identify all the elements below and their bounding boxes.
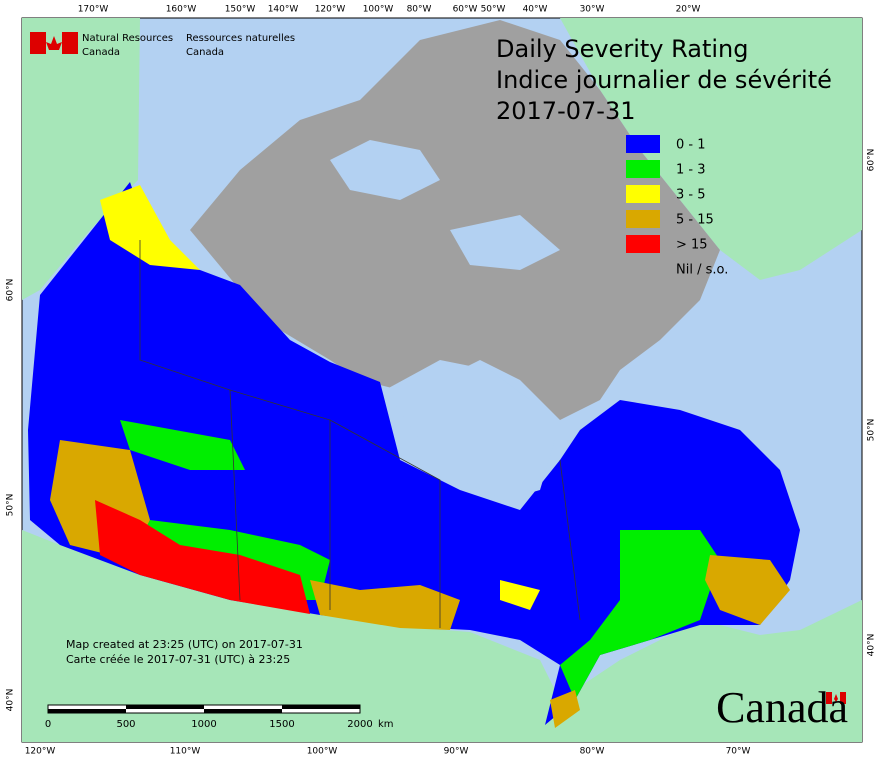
agency-fr: Canada — [186, 47, 224, 58]
scale-unit: km — [378, 719, 394, 730]
graticule-label: 60°N — [6, 279, 16, 302]
wordmark: Canada — [716, 683, 848, 732]
legend-swatch — [626, 160, 660, 178]
channel — [450, 215, 560, 270]
graticule-label: 60°N — [867, 149, 877, 172]
alaska — [22, 18, 140, 300]
legend-label: 3 - 5 — [676, 188, 706, 203]
greenland — [560, 18, 862, 280]
agency-en: Natural Resources — [82, 33, 173, 44]
map-title: Indice journalier de sévérité — [496, 66, 832, 94]
arctic-nodata — [190, 20, 720, 420]
severity-patch — [120, 420, 245, 470]
scale-bar-segment — [126, 705, 204, 709]
legend-label: 1 - 3 — [676, 163, 706, 178]
severity-patch — [100, 185, 200, 270]
legend-swatch — [626, 235, 660, 253]
legend-swatch — [626, 185, 660, 203]
flag-bar — [30, 32, 46, 54]
scale-bar-segment — [48, 709, 126, 713]
graticule-label: 100°W — [307, 747, 338, 757]
map-title: Daily Severity Rating — [496, 35, 748, 63]
graticule-label: 100°W — [363, 5, 394, 15]
scale-label: 2000 — [347, 719, 372, 730]
graticule-label: 40°W — [523, 5, 548, 15]
agency-fr: Ressources naturelles — [186, 33, 295, 44]
graticule-label: 150°W — [225, 5, 256, 15]
graticule-label: 70°W — [726, 747, 751, 757]
footnote: Carte créée le 2017-07-31 (UTC) à 23:25 — [66, 653, 290, 666]
footnote: Map created at 23:25 (UTC) on 2017-07-31 — [66, 638, 303, 651]
scale-label: 0 — [45, 719, 51, 730]
legend-label: Nil / s.o. — [676, 263, 728, 278]
graticule-label: 30°W — [580, 5, 605, 15]
legend-swatch — [626, 210, 660, 228]
graticule-label: 50°W — [481, 5, 506, 15]
graticule-label: 50°N — [6, 494, 16, 517]
legend-label: 5 - 15 — [676, 213, 714, 228]
wordmark-flag-leaf — [834, 694, 838, 702]
graticule-label: 40°N — [6, 689, 16, 712]
scale-label: 1000 — [191, 719, 216, 730]
scale-bar-segment — [282, 705, 360, 709]
border-lines — [139, 240, 581, 628]
wordmark-flag — [840, 692, 846, 704]
graticule-label: 110°W — [170, 747, 201, 757]
severity-patch — [95, 500, 310, 614]
graticule-label: 160°W — [166, 5, 197, 15]
graticule-label: 60°W — [453, 5, 478, 15]
flag-bar — [62, 32, 78, 54]
severity-patch — [310, 580, 460, 630]
severity-patch — [500, 580, 540, 610]
graticule-label: 120°W — [25, 747, 56, 757]
legend-label: > 15 — [676, 238, 708, 253]
scale-bar-segment — [204, 709, 282, 713]
graticule-label: 120°W — [315, 5, 346, 15]
graticule-label: 50°N — [867, 419, 877, 442]
hudson-bay — [385, 360, 555, 500]
legend-swatch — [626, 260, 660, 278]
graticule-label: 80°W — [580, 747, 605, 757]
graticule-label: 40°N — [867, 634, 877, 657]
united-states — [22, 530, 862, 742]
severity-patch — [550, 690, 580, 728]
graticule-label: 140°W — [268, 5, 299, 15]
scale-label: 1500 — [269, 719, 294, 730]
graticule-label: 170°W — [78, 5, 109, 15]
graticule-label: 80°W — [407, 5, 432, 15]
flag-leaf — [46, 36, 62, 50]
map-title: 2017-07-31 — [496, 97, 635, 125]
graticule-label: 20°W — [676, 5, 701, 15]
channel — [330, 140, 440, 200]
wordmark-flag — [826, 692, 832, 704]
severity-patch — [560, 530, 720, 700]
legend-swatch — [626, 135, 660, 153]
legend-label: 0 - 1 — [676, 138, 706, 153]
graticule-label: 90°W — [444, 747, 469, 757]
severity-patch — [705, 555, 790, 625]
scale-label: 500 — [116, 719, 135, 730]
agency-en: Canada — [82, 47, 120, 58]
